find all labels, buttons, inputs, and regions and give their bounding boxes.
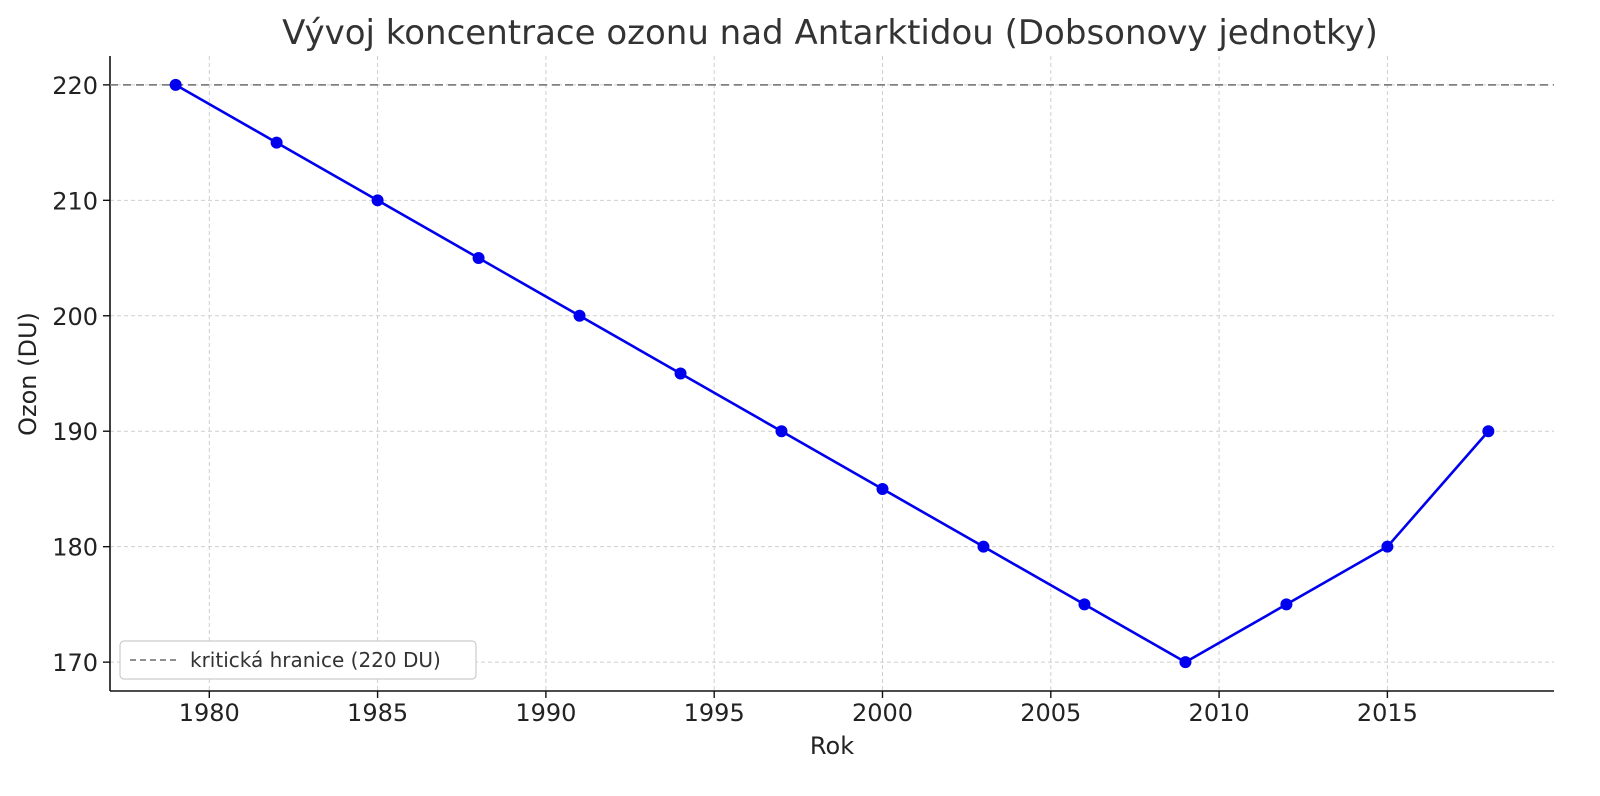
x-axis-label: Rok — [810, 732, 854, 760]
data-point — [371, 194, 384, 207]
y-tick-label: 190 — [52, 418, 98, 446]
y-tick-label: 180 — [52, 534, 98, 562]
x-tick-label: 2015 — [1357, 699, 1418, 727]
axes-layer — [109, 56, 1554, 692]
x-tick-label: 1990 — [515, 699, 576, 727]
data-point — [674, 367, 687, 380]
x-tick-label: 1985 — [347, 699, 408, 727]
series-layer — [169, 78, 1495, 669]
x-tick-label: 2000 — [852, 699, 913, 727]
data-point — [573, 309, 586, 322]
grid-layer — [110, 56, 1554, 691]
data-point — [1179, 656, 1192, 669]
legend-box — [119, 640, 477, 680]
y-tick-label: 220 — [52, 72, 98, 100]
data-point — [169, 78, 182, 91]
data-point — [977, 540, 990, 553]
data-point — [775, 425, 788, 438]
x-tick-label: 1995 — [684, 699, 745, 727]
data-point — [1381, 540, 1394, 553]
y-tick-label: 210 — [52, 187, 98, 215]
y-axis-label: Ozon (DU) — [14, 312, 42, 436]
x-tick-label: 1980 — [179, 699, 240, 727]
x-tick-label: 2005 — [1020, 699, 1081, 727]
y-tick-label: 200 — [52, 303, 98, 331]
legend: kritická hranice (220 DU) — [119, 640, 477, 680]
y-tick-label: 170 — [52, 649, 98, 677]
data-point — [472, 252, 485, 265]
tick-layer: 1980 1985 1990 1995 2000 2005 2010 2015 170 180 19… — [52, 72, 1418, 727]
data-point — [1078, 598, 1091, 611]
data-point — [270, 136, 283, 149]
x-tick-label: 2010 — [1189, 699, 1250, 727]
legend-reference-label: kritická hranice (220 DU) — [190, 648, 441, 672]
chart-title: Vývoj koncentrace ozonu nad Antarktidou … — [282, 13, 1378, 53]
data-point — [876, 482, 889, 495]
data-point — [1482, 425, 1495, 438]
data-point — [1280, 598, 1293, 611]
series-line — [174, 83, 1490, 664]
